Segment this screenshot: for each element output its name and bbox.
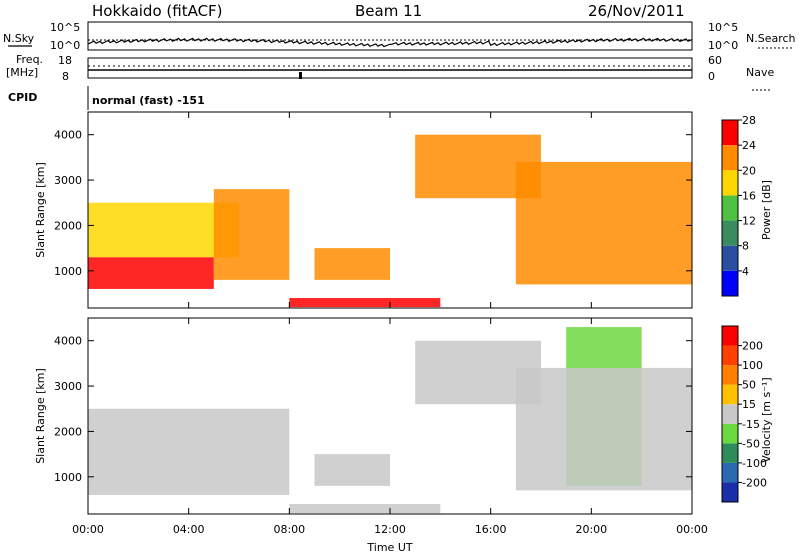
cpid-value: normal (fast) -151	[92, 94, 205, 107]
frequency-panel-frame	[87, 57, 693, 79]
velocity-colorbar-frame	[721, 325, 739, 503]
velocity-region-5	[289, 504, 441, 514]
noise-right-top-tick: 10^5	[708, 21, 738, 34]
noise-sky-label: N.Sky	[3, 32, 35, 45]
velocity-ylabel: Slant Range [km]	[34, 368, 47, 464]
power-colorbar-label-5: 24	[742, 139, 756, 152]
power-yaxis: 1000 2000 3000 4000	[54, 129, 692, 278]
power-colorbar-cell-3	[722, 195, 738, 221]
freq-label-line1: Freq.	[16, 53, 43, 66]
nave-top-tick: 60	[708, 54, 722, 67]
power-panel: 1000 2000 3000 4000 Slant Range [km] 4 8 12 16…	[34, 111, 773, 309]
beam-label: Beam 11	[355, 2, 422, 20]
power-colorbar-cell-5	[722, 145, 738, 171]
velocity-ytick-label-3: 4000	[54, 335, 82, 348]
velocity-colorbar-label-5: -50	[742, 437, 760, 450]
power-ytick-label-1: 2000	[54, 219, 82, 232]
velocity-colorbar-cell-8	[722, 326, 738, 346]
velocity-colorbar-label-3: 15	[742, 398, 756, 411]
power-colorbar-cell-6	[722, 120, 738, 146]
velocity-colorbar-cell-0	[722, 482, 738, 502]
time-tick-label-1: 04:00	[173, 523, 205, 536]
station-title: Hokkaido (fitACF)	[92, 2, 223, 20]
power-colorbar-cell-4	[722, 170, 738, 196]
noise-right-bottom-tick: 10^0	[708, 39, 738, 52]
power-colorbar-label-1: 8	[742, 240, 749, 253]
power-colorbar-label-0: 4	[742, 265, 749, 278]
power-colorbar-label-3: 16	[742, 189, 756, 202]
power-ylabel: Slant Range [km]	[34, 162, 47, 258]
power-colorbar-frame	[721, 119, 739, 297]
time-axis-label: Time UT	[366, 541, 412, 554]
time-tick-label-3: 12:00	[374, 523, 406, 536]
time-axis: 00:00 04:00 08:00 12:00 16:00 20:00 00:00	[72, 112, 708, 536]
noise-left-bottom-tick: 10^0	[50, 39, 80, 52]
velocity-colorbar-cell-3	[722, 423, 738, 444]
velocity-ytick-label-2: 3000	[54, 380, 82, 393]
power-data-layer	[88, 134, 692, 308]
freq-bottom-tick: 8	[62, 70, 69, 83]
velocity-colorbar-cell-5	[722, 384, 738, 405]
velocity-colorbar-cell-1	[722, 462, 738, 483]
time-tick-label-2: 08:00	[273, 523, 305, 536]
power-colorbar-label-6: 28	[742, 114, 756, 127]
velocity-colorbar-cell-7	[722, 345, 738, 366]
velocity-colorbar-label-6: -100	[742, 457, 767, 470]
noise-panel-frame	[87, 21, 693, 51]
power-colorbar-cell-2	[722, 220, 738, 246]
power-colorbar-label-2: 12	[742, 215, 756, 228]
velocity-colorbar-label-2: 50	[742, 379, 756, 392]
nave-bottom-tick: 0	[708, 70, 715, 83]
freq-label-line2: [MHz]	[6, 66, 38, 79]
velocity-ytick-label-1: 2000	[54, 425, 82, 438]
noise-search-label: N.Search	[746, 32, 796, 45]
power-colorbar-label: Power [dB]	[760, 180, 773, 240]
time-tick-label-6: 00:00	[676, 523, 708, 536]
time-tick-label-5: 20:00	[575, 523, 607, 536]
velocity-colorbar-cell-6	[722, 365, 738, 385]
power-region-5	[515, 161, 692, 285]
velocity-data-layer	[88, 327, 692, 514]
freq-top-tick: 18	[58, 54, 72, 67]
time-tick-label-0: 00:00	[72, 523, 104, 536]
power-ytick-label-3: 4000	[54, 129, 82, 142]
frequency-spike	[299, 72, 302, 79]
nave-label: Nave	[746, 66, 774, 79]
date-label: 26/Nov/2011	[588, 2, 685, 20]
velocity-colorbar-label-1: 100	[742, 359, 763, 372]
velocity-ytick-label-0: 1000	[54, 471, 82, 484]
power-ytick-label-2: 3000	[54, 174, 82, 187]
velocity-colorbar-cell-2	[722, 443, 738, 463]
velocity-region-1	[314, 454, 390, 486]
power-colorbar: 4 8 12 16 20 24 28	[721, 114, 756, 297]
cpid-label: CPID	[8, 91, 37, 104]
velocity-colorbar-label-4: -15	[742, 418, 760, 431]
noise-panel: N.Sky 10^5 10^0 10^5 10^0 N.Search	[3, 21, 796, 52]
frequency-panel: Freq. [MHz] 18 8 60 0 Nave	[6, 53, 774, 91]
velocity-panel: 1000 2000 3000 4000 Slant Range [km] 200 100…	[34, 317, 773, 515]
velocity-colorbar-label: Velocity [m s⁻¹]	[760, 377, 773, 462]
power-colorbar-cell-0	[722, 270, 738, 296]
power-region-6	[289, 298, 441, 308]
power-colorbar-cell-1	[722, 245, 738, 271]
power-region-0	[88, 257, 214, 289]
velocity-colorbar: 200 100 50 15 -15 -50 -100 -200	[721, 325, 767, 503]
noise-left-top-tick: 10^5	[50, 21, 80, 34]
power-region-2	[213, 189, 290, 280]
velocity-colorbar-cell-4	[722, 404, 738, 424]
time-tick-label-4: 16:00	[475, 523, 507, 536]
power-colorbar-label-4: 20	[742, 164, 756, 177]
velocity-yaxis: 1000 2000 3000 4000	[54, 335, 692, 484]
power-region-3	[314, 248, 390, 280]
velocity-colorbar-label-0: 200	[742, 340, 763, 353]
velocity-colorbar-label-7: -200	[742, 476, 767, 489]
velocity-region-4	[515, 367, 692, 491]
power-ytick-label-0: 1000	[54, 265, 82, 278]
velocity-region-0	[88, 408, 290, 495]
